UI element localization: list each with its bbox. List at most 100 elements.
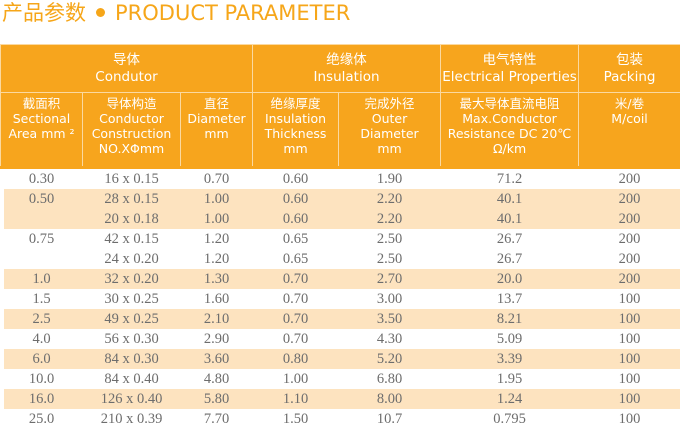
page-title: 产品参数 PRODUCT PARAMETER	[2, 0, 350, 28]
table-cell: 40.1	[440, 209, 579, 229]
column-header-line: Area mm ²	[8, 126, 75, 141]
table-cell: 42 x 0.15	[104, 231, 159, 247]
column-header-line: Resistance DC 20℃	[447, 126, 572, 141]
table-cell: 2.50	[376, 251, 403, 267]
table-cell: 20.0	[440, 269, 579, 289]
table-cell: 1.20	[203, 251, 230, 267]
group-cn: 包装	[616, 51, 644, 68]
column-header: 截面积 Sectional Area mm ²	[0, 92, 83, 169]
column-header-line: 米/卷	[614, 96, 645, 111]
table-cell: 28 x 0.15	[82, 189, 181, 209]
table-row: 24 x 0.20 1.20 0.65 2.50 26.7 200	[1, 249, 680, 269]
table-cell: 1.0	[0, 269, 83, 289]
table-cell: 3.50	[338, 309, 441, 329]
table-row: 0.50 28 x 0.15 1.00 0.60 2.20 40.1 200	[0, 189, 680, 209]
table-cell: 5.80	[180, 389, 253, 409]
group-cn: 电气特性	[482, 51, 537, 68]
table-cell: 0.65	[282, 251, 309, 267]
table-cell: 100	[578, 389, 680, 409]
table-cell: 49 x 0.25	[82, 309, 181, 329]
column-header-line: 截面积	[22, 96, 61, 111]
table-row: 1.0 32 x 0.20 1.30 0.70 2.70 20.0 200	[0, 269, 680, 289]
table-cell: 13.7	[496, 291, 523, 307]
table-cell: 200	[618, 231, 641, 247]
column-header-line: mm	[377, 141, 402, 156]
table-cell: 2.5	[0, 309, 83, 329]
table-row: 0.30 16 x 0.15 0.70 0.60 1.90 71.2 200	[1, 168, 680, 190]
table-cell: 200	[618, 171, 641, 187]
column-header: 导体构造 Conductor Construction NO.XΦmm	[82, 92, 181, 169]
table-cell: 24 x 0.20	[104, 251, 159, 267]
column-header-line: Conductor	[99, 111, 164, 126]
table-cell: 0.75	[28, 231, 55, 247]
table-cell: 1.00	[180, 189, 253, 209]
column-header-line: Outer	[371, 111, 408, 126]
table-cell: 4.80	[203, 371, 230, 387]
table-cell: 0.60	[252, 189, 339, 209]
table-cell: 2.70	[338, 269, 441, 289]
table-cell: 30 x 0.25	[104, 291, 159, 307]
table-row: 25.0 210 x 0.39 7.70 1.50 10.7 0.795 100	[1, 409, 680, 429]
table-cell: 1.20	[203, 231, 230, 247]
table-cell: 2.20	[338, 189, 441, 209]
column-header-line: Insulation	[264, 111, 327, 126]
column-header-line: M/coil	[611, 111, 648, 126]
table-row: 16.0 126 x 0.40 5.80 1.10 8.00 1.24 100	[0, 389, 680, 409]
column-header-line: Thickness	[264, 126, 327, 141]
table-cell: 200	[618, 251, 641, 267]
table-cell: 1.50	[282, 411, 309, 427]
table-cell: 4.30	[376, 331, 403, 347]
table-cell: 1.24	[440, 389, 579, 409]
group-header: 绝缘体 Insulation	[252, 44, 442, 93]
table-cell: 6.80	[376, 371, 403, 387]
table-cell: 210 x 0.39	[100, 411, 163, 427]
table-cell: 6.0	[0, 349, 83, 369]
column-header: 米/卷 M/coil	[578, 92, 680, 169]
table-cell: 8.00	[338, 389, 441, 409]
table-cell: 0.70	[282, 291, 309, 307]
table-cell: 1.00	[180, 209, 253, 229]
table-cell: 25.0	[28, 411, 55, 427]
table-cell: 1.5	[32, 291, 51, 307]
table-cell: 2.90	[203, 331, 230, 347]
table-cell: 0.30	[28, 171, 55, 187]
table-cell: 100	[578, 349, 680, 369]
table-cell: 3.60	[180, 349, 253, 369]
table-cell: 84 x 0.40	[104, 371, 159, 387]
group-cn: 绝缘体	[326, 51, 367, 68]
table-cell: 56 x 0.30	[104, 331, 159, 347]
table-cell: 1.00	[282, 371, 309, 387]
table-cell: 200	[578, 209, 680, 229]
table-cell: 0.795	[493, 411, 526, 427]
table-cell: 0.60	[252, 209, 339, 229]
group-en: Insulation	[313, 68, 380, 85]
column-header-line: 最大导体直流电阻	[459, 96, 560, 111]
table-cell: 16.0	[0, 389, 83, 409]
table-cell: 32 x 0.20	[82, 269, 181, 289]
table-cell: 100	[578, 309, 680, 329]
table-cell: 2.20	[338, 209, 441, 229]
table-cell: 16 x 0.15	[104, 171, 159, 187]
table-row: 6.0 84 x 0.30 3.60 0.80 5.20 3.39 100	[0, 349, 680, 369]
table-cell: 10.7	[376, 411, 403, 427]
table-cell: 100	[618, 331, 641, 347]
table-cell: 0.65	[282, 231, 309, 247]
group-cn: 导体	[113, 51, 140, 68]
table-cell: 3.39	[440, 349, 579, 369]
title-cn: 产品参数	[2, 1, 86, 25]
table-cell: 26.7	[496, 231, 523, 247]
table-cell: 0.70	[203, 171, 230, 187]
table-cell: 10.0	[28, 371, 55, 387]
table-cell: 100	[618, 291, 641, 307]
table-cell: 5.20	[338, 349, 441, 369]
table-cell: 26.7	[496, 251, 523, 267]
product-parameter-table: 导体 Condutor 绝缘体 Insulation 电气特性 Electrical Pr…	[0, 44, 680, 429]
table-cell: 2.10	[180, 309, 253, 329]
column-header-line: Max.Conductor	[462, 111, 557, 126]
column-header-line: Ω/km	[492, 141, 527, 156]
column-header-line: 绝缘厚度	[270, 96, 321, 111]
title-en: PRODUCT PARAMETER	[115, 1, 351, 25]
table-cell: 0.80	[252, 349, 339, 369]
table-cell: 4.0	[32, 331, 51, 347]
table-cell: 8.21	[440, 309, 579, 329]
